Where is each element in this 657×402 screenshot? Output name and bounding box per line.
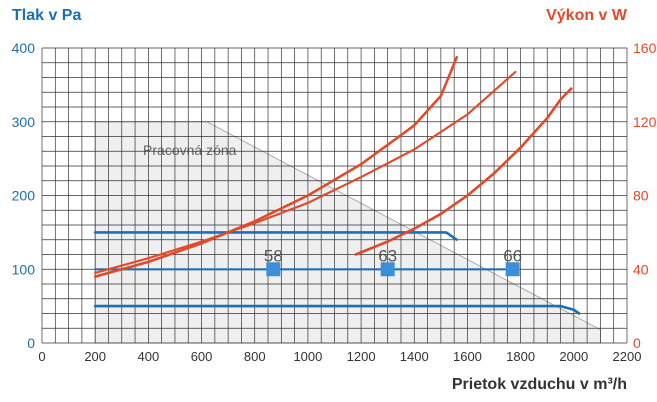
- working-zone-label: Pracovná zóna: [143, 142, 237, 158]
- right-axis-label: Výkon v W: [546, 7, 627, 24]
- y-left-tick-label: 300: [12, 114, 36, 130]
- left-axis-label: Tlak v Pa: [12, 7, 82, 24]
- operating-point-marker: [266, 262, 281, 277]
- y-left-tick-label: 400: [12, 40, 36, 56]
- y-left-tick-label: 0: [27, 335, 35, 351]
- x-tick-label: 1200: [347, 349, 376, 364]
- operating-point-label: 58: [264, 246, 283, 265]
- y-right-tick-label: 120: [633, 114, 657, 130]
- operating-point-label: 63: [378, 246, 397, 265]
- x-tick-label: 0: [38, 349, 45, 364]
- operating-point-marker: [505, 262, 520, 277]
- y-right-tick-label: 160: [633, 40, 657, 56]
- x-tick-label: 2000: [559, 349, 588, 364]
- pressure-curve-1: [93, 231, 459, 242]
- x-tick-label: 800: [244, 349, 266, 364]
- y-left-tick-label: 100: [12, 261, 36, 277]
- x-tick-label: 1000: [293, 349, 322, 364]
- x-tick-label: 600: [191, 349, 213, 364]
- y-right-tick-label: 40: [633, 261, 649, 277]
- x-axis-label: Prietok vzduchu v m³/h: [451, 376, 627, 393]
- power-curve-1: [93, 55, 459, 278]
- operating-point-marker: [380, 262, 395, 277]
- x-tick-label: 1400: [400, 349, 429, 364]
- power-curve-3: [354, 87, 573, 256]
- y-right-tick-label: 0: [633, 335, 641, 351]
- x-tick-label: 200: [84, 349, 106, 364]
- power-curve-2: [94, 70, 517, 274]
- x-tick-label: 1800: [506, 349, 535, 364]
- y-left-tick-label: 200: [12, 188, 36, 204]
- x-tick-label: 400: [138, 349, 160, 364]
- x-tick-label: 1600: [453, 349, 482, 364]
- pressure-curve-3: [93, 304, 581, 315]
- y-right-tick-label: 80: [633, 188, 649, 204]
- x-tick-label: 2200: [613, 349, 642, 364]
- operating-point-label: 66: [503, 246, 522, 265]
